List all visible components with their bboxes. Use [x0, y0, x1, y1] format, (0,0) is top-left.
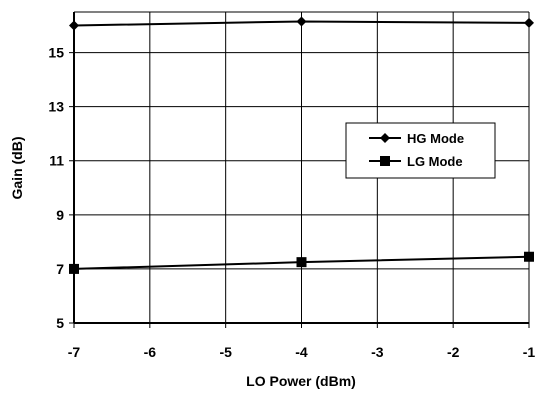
- x-tick-label: -2: [447, 344, 460, 360]
- legend-hg-label: HG Mode: [407, 131, 464, 146]
- horizontal-gridlines: [69, 11, 529, 324]
- x-tick-label: -3: [371, 344, 384, 360]
- lg-mode-point: [69, 263, 79, 274]
- hg-mode-point: [524, 17, 534, 28]
- legend-hg-marker: [380, 133, 390, 143]
- y-tick-label: 13: [48, 99, 64, 115]
- lg-mode-point: [296, 257, 307, 268]
- legend: HG Mode LG Mode: [345, 122, 496, 179]
- x-tick-label: -7: [68, 344, 81, 360]
- x-axis-title: LO Power (dBm): [246, 373, 356, 389]
- hg-mode-point: [296, 16, 307, 27]
- x-axis-tick-labels: -7 -6 -5 -4 -3 -2 -1: [68, 344, 535, 360]
- y-tick-label: 5: [56, 315, 64, 331]
- legend-lg-label: LG Mode: [407, 154, 463, 169]
- x-tick-label: -1: [523, 344, 535, 360]
- y-tick-label: 11: [49, 153, 64, 169]
- y-tick-label: 7: [56, 261, 64, 277]
- x-tick-label: -5: [219, 344, 232, 360]
- y-axis-tick-labels: 5 7 9 11 13 15: [48, 45, 64, 331]
- legend-box: [345, 122, 496, 179]
- y-tick-label: 9: [56, 207, 64, 223]
- series-layer: [69, 16, 534, 274]
- legend-lg-marker: [380, 156, 390, 166]
- y-axis-title: Gain (dB): [9, 137, 25, 200]
- hg-mode-point: [69, 20, 79, 31]
- y-tick-label: 15: [48, 45, 64, 61]
- x-tick-label: -6: [144, 344, 157, 360]
- lg-mode-point: [524, 251, 534, 262]
- x-tick-label: -4: [295, 344, 308, 360]
